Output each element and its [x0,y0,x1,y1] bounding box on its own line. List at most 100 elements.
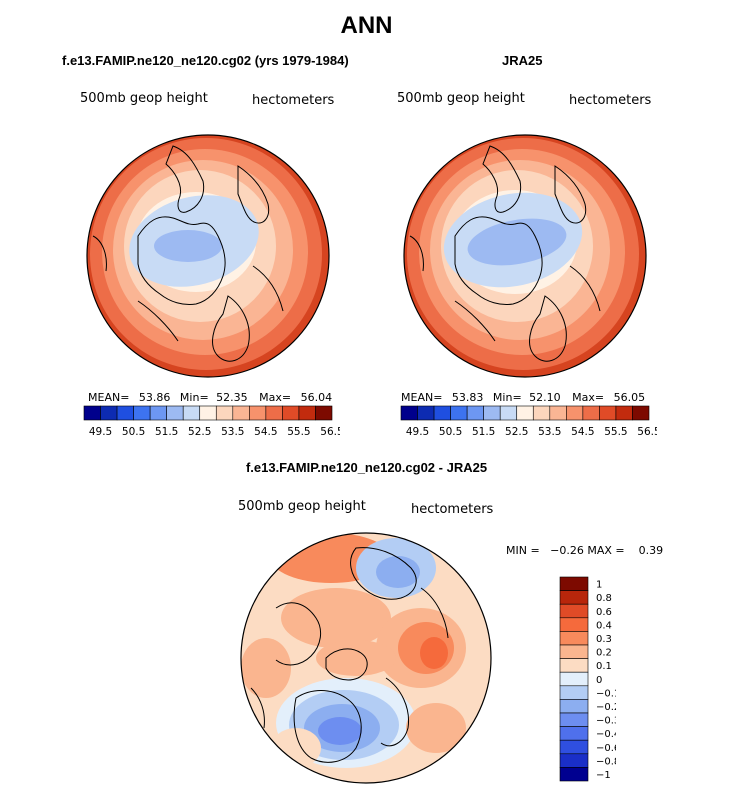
colorbar-panel-2-tick-label: 52.5 [505,426,528,438]
colorbar-panel-2-tick-label: 50.5 [439,426,462,438]
colorbar-panel-1-tick-label: 53.5 [221,426,244,438]
panel-1-map [86,134,330,378]
panel-2-mean-label: MEAN= [401,391,443,404]
colorbar-diff: 1 0.8 0.6 0.4 0.3 0.2 0.1 0 −0.1 −0.2 −0.3 −0.4 −0.6… [559,576,616,782]
panel-1-min-label: Min= [179,391,209,404]
panel-2-min-value: 52.10 [529,391,561,404]
colorbar-panel-2-swatch [582,405,600,421]
colorbar-panel-2-swatch [615,405,633,421]
colorbar-panel-2-swatch [599,405,617,421]
colorbar-panel-2-swatch [632,405,650,421]
colorbar-panel-1-swatch [199,405,217,421]
panel-1-title: f.e13.FAMIP.ne120_ne120.cg02 (yrs 1979-1… [62,53,349,68]
panel-1-max-label: Max= [259,391,292,404]
colorbar-panel-2-swatch [417,405,435,421]
colorbar-diff-tick-label: −0.1 [596,688,616,699]
diff-minmax: MIN = −0.26 MAX = 0.39 [506,544,664,557]
panel-2-mean-value: 53.83 [451,391,484,404]
colorbar-panel-1-tick-label: 49.5 [89,426,112,438]
panel-2-max-label: Max= [572,391,605,404]
colorbar-diff-tick-label: 0.2 [596,648,612,659]
colorbar-panel-2-tick-label: 54.5 [571,426,594,438]
colorbar-diff-tick-label: 0.1 [596,661,612,672]
panel-1-mean-value: 53.86 [138,391,171,404]
colorbar-panel-1: 49.5 50.5 51.5 52.5 53.5 54.5 55.5 56.5 [83,405,340,438]
colorbar-diff-tick-label: 0 [596,675,602,686]
panel-1-field-label: 500mb geop height [80,91,208,106]
colorbar-panel-1-swatch [215,405,234,421]
colorbar-panel-2-swatch [532,405,551,421]
colorbar-panel-1-swatch [100,405,118,421]
panel-1-max-value: 56.04 [300,391,333,404]
colorbar-panel-2-swatch [566,405,584,421]
diff-units-label: hectometers [411,502,494,517]
colorbar-panel-2-swatch [499,405,518,421]
colorbar-panel-1-swatch [282,405,300,421]
colorbar-diff-tick-label: 0.3 [596,634,612,645]
panel-2-max-value: 56.05 [613,391,646,404]
colorbar-diff-swatch [559,767,589,782]
colorbar-diff-swatch [559,685,589,700]
colorbar-diff-swatch [559,617,589,632]
panel-1-min-value: 52.35 [216,391,248,404]
panel-2-map [403,134,647,378]
colorbar-diff-tick-label: −0.8 [596,756,616,767]
colorbar-diff-tick-label: −0.6 [596,743,616,754]
colorbar-panel-1-tick-label: 55.5 [287,426,310,438]
colorbar-panel-2-swatch [433,405,451,421]
colorbar-diff-swatch [559,590,589,605]
colorbar-diff-tick-label: −0.3 [596,716,616,727]
colorbar-panel-2-swatch [549,405,567,421]
colorbar-diff-swatch [559,726,589,741]
colorbar-panel-2-swatch [483,405,501,421]
panel-1-stats: MEAN= 53.86 Min= 52.35 Max= 56.04 [88,391,332,404]
colorbar-panel-2-tick-label: 56.5 [637,426,657,438]
colorbar-panel-2-tick-label: 49.5 [406,426,429,438]
colorbar-panel-1-swatch [265,405,283,421]
colorbar-panel-1-tick-label: 56.5 [320,426,340,438]
colorbar-diff-tick-label: 0.6 [596,607,612,618]
colorbar-panel-1-tick-label: 54.5 [254,426,277,438]
diff-panel-title: f.e13.FAMIP.ne120_ne120.cg02 - JRA25 [245,460,488,475]
panel-1-units-label: hectometers [252,93,335,108]
colorbar-diff-tick-label: 0.4 [596,620,612,631]
colorbar-panel-1-tick-label: 52.5 [188,426,211,438]
colorbar-panel-2-swatch [466,405,484,421]
panel-2-title: JRA25 [502,53,543,68]
colorbar-diff-swatch [559,603,589,619]
colorbar-panel-1-swatch [116,405,134,421]
panel-2-stats: MEAN= 53.83 Min= 52.10 Max= 56.05 [401,391,645,404]
colorbar-panel-1-tick-label: 51.5 [155,426,178,438]
colorbar-panel-2-swatch [400,405,418,421]
colorbar-diff-swatch [559,631,589,646]
colorbar-panel-1-swatch [232,405,250,421]
colorbar-diff-swatch [559,658,589,673]
colorbar-panel-1-swatch [182,405,201,421]
colorbar-panel-1-swatch [298,405,316,421]
colorbar-diff-swatch [559,739,589,755]
panel-2-min-label: Min= [492,391,522,404]
colorbar-panel-2-swatch [516,405,534,421]
colorbar-diff-tick-label: 1 [596,580,602,591]
colorbar-panel-2-tick-label: 55.5 [604,426,627,438]
colorbar-panel-1-swatch [133,405,151,421]
colorbar-panel-1-swatch [249,405,267,421]
colorbar-diff-tick-label: −0.2 [596,702,616,713]
colorbar-panel-1-tick-label: 50.5 [122,426,145,438]
colorbar-panel-1-swatch [149,405,167,421]
colorbar-diff-swatch [559,699,589,714]
colorbar-diff-swatch [559,644,589,659]
colorbar-diff-tick-label: −1 [596,770,611,781]
colorbar-diff-tick-label: 0.8 [596,593,612,604]
colorbar-panel-1-swatch [166,405,184,421]
colorbar-panel-1-swatch [83,405,101,421]
colorbar-diff-swatch [559,576,589,591]
diff-map [240,532,492,784]
colorbar-diff-swatch [559,753,589,768]
main-title: ANN [340,12,393,39]
colorbar-panel-2-tick-label: 51.5 [472,426,495,438]
panel-1-mean-label: MEAN= [88,391,130,404]
colorbar-diff-swatch [559,671,589,687]
colorbar-panel-2-swatch [450,405,468,421]
colorbar-panel-2: 49.5 50.5 51.5 52.5 53.5 54.5 55.5 56.5 [400,405,657,438]
